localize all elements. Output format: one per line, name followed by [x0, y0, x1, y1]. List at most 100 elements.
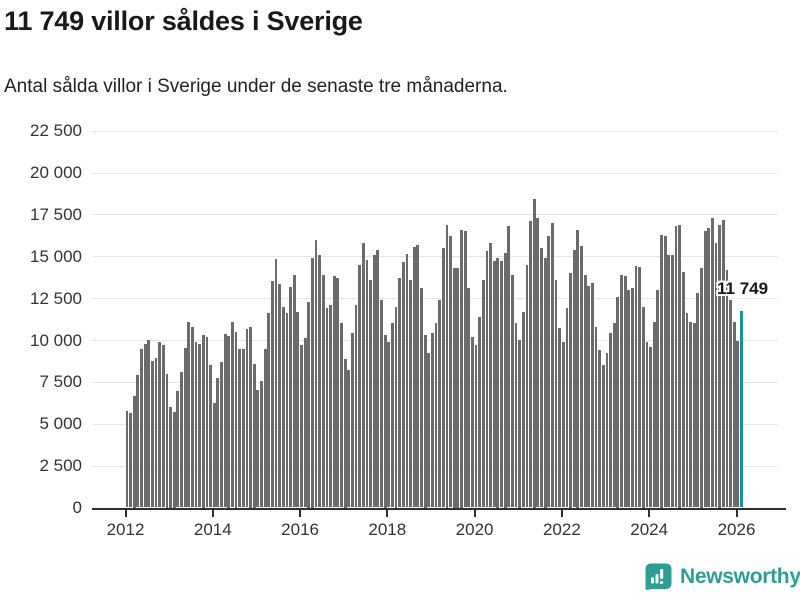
bar	[729, 299, 733, 508]
bar	[303, 338, 307, 508]
bar	[412, 247, 416, 508]
bar	[234, 331, 238, 508]
bar	[307, 301, 311, 508]
bar	[394, 306, 398, 508]
bar	[285, 312, 289, 508]
x-axis-line	[92, 507, 786, 510]
bar	[129, 413, 132, 508]
bar	[660, 234, 663, 508]
bar	[190, 327, 194, 508]
bar	[627, 289, 631, 508]
y-tick-label: 15 000	[30, 246, 82, 266]
bar	[671, 254, 674, 508]
bar	[361, 242, 365, 508]
x-tick	[124, 508, 127, 517]
bar	[580, 246, 583, 508]
bar	[652, 321, 656, 508]
bar	[572, 249, 576, 508]
bar	[554, 279, 558, 508]
y-tick-label: 0	[72, 498, 82, 517]
bar	[507, 226, 511, 508]
bar	[587, 286, 591, 508]
bar	[638, 267, 642, 508]
bar	[481, 279, 485, 508]
bar	[238, 349, 242, 508]
bar	[125, 410, 129, 508]
x-tick	[386, 508, 389, 517]
bar	[543, 258, 547, 508]
bar	[685, 313, 689, 508]
y-tick-label: 22 500	[30, 121, 82, 141]
bar	[227, 335, 231, 508]
bar	[136, 374, 140, 508]
bar	[616, 296, 620, 508]
bar	[732, 322, 736, 508]
bar	[325, 308, 329, 508]
x-tick-label: 2014	[193, 520, 232, 539]
bar	[172, 411, 176, 508]
bar	[649, 346, 653, 508]
bar	[380, 299, 383, 508]
bar	[332, 276, 336, 508]
bar	[667, 254, 671, 508]
bar	[169, 407, 172, 508]
chart-subtitle: Antal sålda villor i Sverige under de se…	[4, 76, 508, 97]
bar	[641, 306, 645, 508]
bar	[470, 336, 474, 508]
bar	[310, 258, 314, 508]
bar	[132, 395, 136, 508]
bar	[681, 272, 685, 508]
bar	[514, 323, 518, 508]
x-tick-label: 2024	[630, 520, 669, 539]
value-annotation: 11 749	[717, 279, 769, 298]
bar	[154, 358, 158, 508]
bar	[281, 307, 285, 508]
bar	[492, 261, 496, 508]
x-tick-label: 2026	[717, 520, 756, 539]
bar	[198, 343, 202, 508]
bar	[292, 274, 296, 508]
x-tick	[735, 508, 738, 517]
bar	[329, 304, 332, 508]
bar	[565, 308, 569, 508]
x-tick-label: 2022	[542, 520, 581, 539]
bar	[245, 328, 249, 508]
bar	[540, 247, 543, 508]
y-tick-label: 12 500	[30, 288, 82, 308]
bar	[452, 268, 456, 508]
bar	[369, 279, 372, 508]
bar	[620, 274, 623, 508]
bar	[561, 341, 565, 508]
bar	[500, 261, 503, 508]
bar	[147, 340, 151, 508]
bar	[474, 345, 478, 508]
bar	[674, 226, 678, 508]
bar	[220, 362, 223, 508]
bar	[532, 198, 536, 508]
bar	[405, 253, 409, 508]
bar	[725, 269, 729, 508]
bar	[270, 280, 274, 508]
newsworthy-logo: Newsworthy	[645, 563, 800, 590]
bar	[354, 304, 358, 508]
bar	[623, 276, 627, 508]
bar	[390, 323, 394, 508]
bar	[558, 328, 562, 508]
bar	[631, 288, 634, 508]
bar	[336, 278, 340, 508]
bar	[441, 247, 445, 508]
bar	[230, 321, 234, 508]
bar	[241, 348, 245, 508]
bar	[340, 323, 343, 508]
page-title: 11 749 villor såldes i Sverige	[4, 6, 363, 36]
bar	[536, 217, 540, 508]
bar	[711, 217, 714, 508]
bar	[343, 358, 347, 508]
bar	[318, 254, 322, 508]
x-tick	[211, 508, 214, 517]
bar	[430, 333, 434, 508]
bar	[510, 274, 514, 508]
bar	[576, 229, 580, 508]
bar	[143, 344, 147, 508]
y-tick-label: 10 000	[30, 330, 82, 350]
